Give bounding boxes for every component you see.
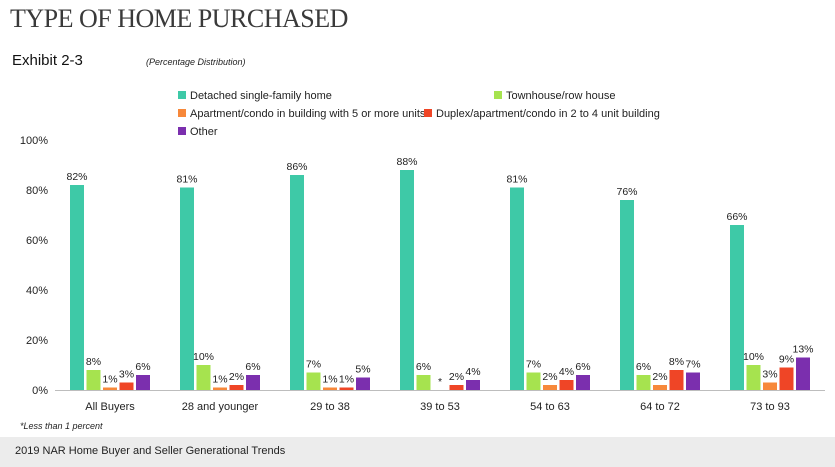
data-label: 9% <box>779 354 794 366</box>
data-label: 4% <box>559 366 574 378</box>
legend-label: Detached single-family home <box>190 90 332 102</box>
bar <box>86 370 101 390</box>
bar <box>196 365 211 390</box>
footnote: *Less than 1 percent <box>20 421 103 431</box>
legend-swatch <box>494 91 502 99</box>
bar <box>323 387 337 390</box>
y-tick-label: 100% <box>20 135 48 147</box>
data-label: 81% <box>176 174 197 186</box>
data-label: 86% <box>286 161 307 173</box>
y-tick-label: 40% <box>26 285 48 297</box>
legend-swatch <box>178 91 186 99</box>
legend-label: Apartment/condo in building with 5 or mo… <box>190 108 426 120</box>
data-label: 7% <box>306 359 321 371</box>
data-label: 6% <box>245 361 260 373</box>
data-label: * <box>438 376 442 388</box>
x-tick-label: 64 to 72 <box>640 401 680 413</box>
data-label: 7% <box>526 359 541 371</box>
bar <box>576 375 590 390</box>
data-label: 4% <box>465 366 480 378</box>
data-label: 5% <box>355 364 370 376</box>
bar <box>400 170 414 390</box>
data-label: 3% <box>762 369 777 381</box>
data-label: 10% <box>743 351 764 363</box>
legend-label: Duplex/apartment/condo in 2 to 4 unit bu… <box>436 108 660 120</box>
data-label: 66% <box>726 211 747 223</box>
page-title: TYPE OF HOME PURCHASED <box>10 4 348 33</box>
bar <box>730 225 744 390</box>
legend-label: Other <box>190 126 218 138</box>
legend-swatch <box>424 109 432 117</box>
data-label: 6% <box>416 361 431 373</box>
bar <box>653 385 667 390</box>
chart-subtitle: (Percentage Distribution) <box>146 57 246 67</box>
bar <box>559 380 574 390</box>
data-label: 2% <box>542 371 557 383</box>
data-label: 1% <box>212 374 227 386</box>
data-label: 81% <box>506 174 527 186</box>
bar <box>356 377 370 390</box>
y-tick-label: 80% <box>26 185 48 197</box>
data-label: 76% <box>616 186 637 198</box>
y-tick-label: 60% <box>26 235 48 247</box>
data-label: 2% <box>449 371 464 383</box>
data-label: 88% <box>396 156 417 168</box>
bar <box>229 385 244 390</box>
footer-text: 2019 NAR Home Buyer and Seller Generatio… <box>15 445 286 457</box>
bar <box>246 375 260 390</box>
x-tick-label: 54 to 63 <box>530 401 570 413</box>
bar <box>510 187 524 390</box>
bar <box>669 370 684 390</box>
data-label: 13% <box>792 344 813 356</box>
bar <box>466 380 480 390</box>
x-tick-label: 29 to 38 <box>310 401 350 413</box>
bar <box>290 175 304 390</box>
data-label: 6% <box>575 361 590 373</box>
data-label: 3% <box>119 369 134 381</box>
bar <box>779 367 794 390</box>
data-label: 8% <box>86 356 101 368</box>
bar <box>416 375 431 390</box>
legend-swatch <box>178 127 186 135</box>
bar <box>339 387 354 390</box>
data-label: 2% <box>229 371 244 383</box>
bar <box>103 387 117 390</box>
data-label: 2% <box>652 371 667 383</box>
bar <box>213 387 227 390</box>
bar <box>136 375 150 390</box>
data-label: 8% <box>669 356 684 368</box>
x-tick-label: 73 to 93 <box>750 401 790 413</box>
footer-bar: 2019 NAR Home Buyer and Seller Generatio… <box>0 437 835 467</box>
bar <box>746 365 761 390</box>
bar <box>70 185 84 390</box>
y-tick-label: 0% <box>32 385 48 397</box>
bar <box>306 372 321 390</box>
bar <box>526 372 541 390</box>
bar <box>636 375 651 390</box>
bar <box>620 200 634 390</box>
data-label: 1% <box>339 374 354 386</box>
data-label: 82% <box>66 171 87 183</box>
legend-swatch <box>178 109 186 117</box>
exhibit-label: Exhibit 2-3 <box>12 52 83 69</box>
y-tick-label: 20% <box>26 335 48 347</box>
data-label: 7% <box>685 359 700 371</box>
bar <box>449 385 464 390</box>
bar <box>180 187 194 390</box>
bar <box>686 372 700 390</box>
data-label: 1% <box>322 374 337 386</box>
data-label: 1% <box>102 374 117 386</box>
x-tick-label: All Buyers <box>85 401 135 413</box>
data-label: 6% <box>636 361 651 373</box>
data-label: 10% <box>193 351 214 363</box>
bar <box>763 382 777 390</box>
legend-label: Townhouse/row house <box>506 90 615 102</box>
x-tick-label: 39 to 53 <box>420 401 460 413</box>
bar <box>543 385 557 390</box>
data-label: 6% <box>135 361 150 373</box>
bar-chart: 0%20%40%60%80%100%82%8%1% 3%6%All Buyers8… <box>20 90 825 413</box>
x-tick-label: 28 and younger <box>182 401 259 413</box>
bar <box>796 357 810 390</box>
bar <box>119 382 134 390</box>
